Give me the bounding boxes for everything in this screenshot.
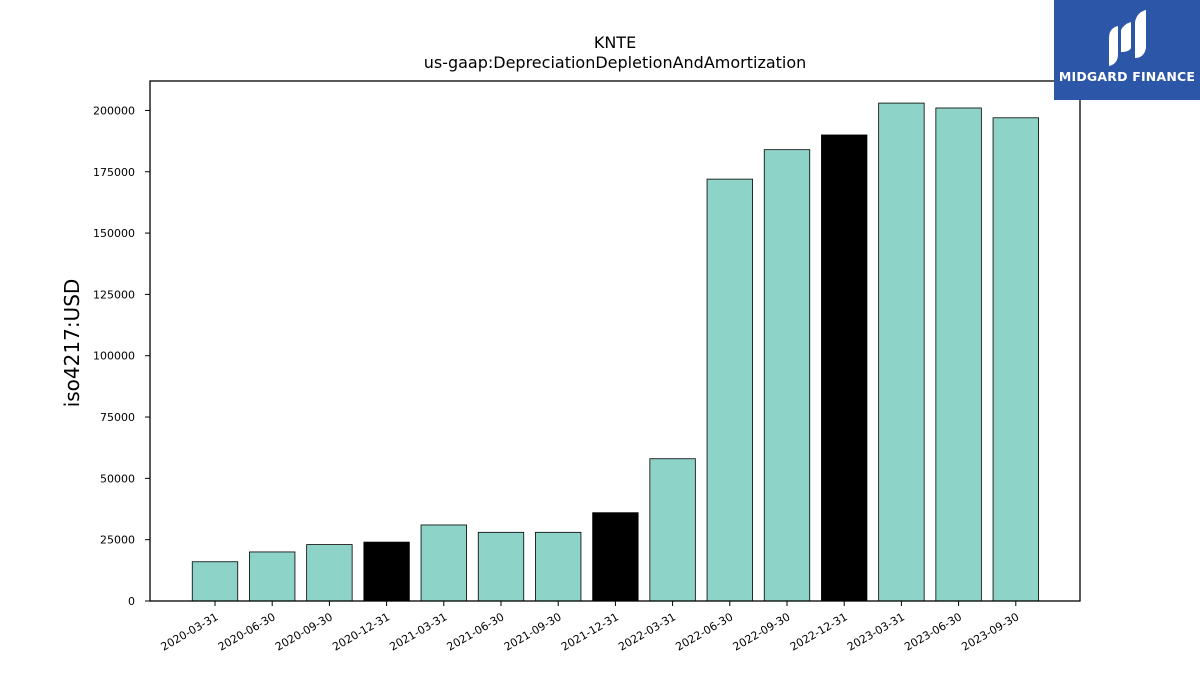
chart-subtitle: us-gaap:DepreciationDepletionAndAmortiza… (424, 53, 807, 72)
bar-2021-06-30 (477, 531, 525, 602)
x-tick-label: 2021-03-31 (387, 610, 449, 653)
x-tick-label: 2020-09-30 (273, 610, 335, 653)
midgard-finance-logo: MIDGARD FINANCE (1054, 0, 1200, 100)
bar-2023-06-30 (935, 107, 982, 602)
x-tick-label: 2022-06-30 (673, 610, 735, 653)
x-tick-label: 2022-03-31 (616, 610, 678, 653)
bars-group (191, 102, 1039, 602)
x-tick-label: 2020-03-31 (159, 610, 221, 653)
bar-2020-12-31 (363, 541, 410, 602)
bar-2022-12-31 (821, 134, 868, 602)
bar-2022-03-31 (649, 458, 696, 602)
bar-2020-03-31 (191, 561, 239, 602)
logo-mark-icon (1109, 10, 1146, 66)
bar-2022-09-30 (763, 149, 811, 602)
x-tick-label: 2020-12-31 (330, 610, 392, 653)
y-tick-label: 175000 (93, 166, 135, 179)
x-tick-label: 2023-06-30 (902, 610, 964, 653)
x-tick-label: 2023-03-31 (845, 610, 907, 653)
y-tick-label: 125000 (93, 288, 135, 301)
plot-frame (149, 80, 1081, 602)
bar-2021-09-30 (535, 531, 582, 602)
bar-2021-12-31 (592, 512, 639, 602)
bar-2023-09-30 (992, 117, 1039, 602)
x-tick-label: 2021-09-30 (502, 610, 564, 653)
bar-2020-09-30 (306, 544, 353, 602)
x-tick-label: 2022-09-30 (731, 610, 793, 653)
y-axis: 0 25000 50000 75000 100000 125000 150000 175000… (93, 104, 150, 608)
y-tick-label: 50000 (100, 472, 135, 485)
x-tick-label: 2023-09-30 (959, 610, 1021, 653)
x-tick-label: 2021-12-31 (559, 610, 621, 653)
logo-text: MIDGARD FINANCE (1058, 69, 1196, 84)
y-axis-label: iso4217:USD (60, 279, 84, 408)
bar-2021-03-31 (420, 524, 467, 602)
x-tick-label: 2021-06-30 (445, 610, 507, 653)
x-axis: 2020-03-312020-06-302020-09-302020-12-31… (159, 601, 1021, 654)
x-tick-label: 2020-06-30 (216, 610, 278, 653)
y-tick-label: 25000 (100, 534, 135, 547)
x-tick-label: 2022-12-31 (788, 610, 850, 653)
y-tick-label: 0 (128, 595, 135, 608)
bar-2020-06-30 (249, 551, 296, 602)
bar-2022-06-30 (706, 178, 753, 602)
y-tick-label: 100000 (93, 350, 135, 363)
y-tick-label: 200000 (93, 104, 135, 117)
bar-2023-03-31 (878, 102, 925, 602)
y-tick-label: 150000 (93, 227, 135, 240)
y-tick-label: 75000 (100, 411, 135, 424)
chart-title: KNTE (594, 33, 636, 52)
